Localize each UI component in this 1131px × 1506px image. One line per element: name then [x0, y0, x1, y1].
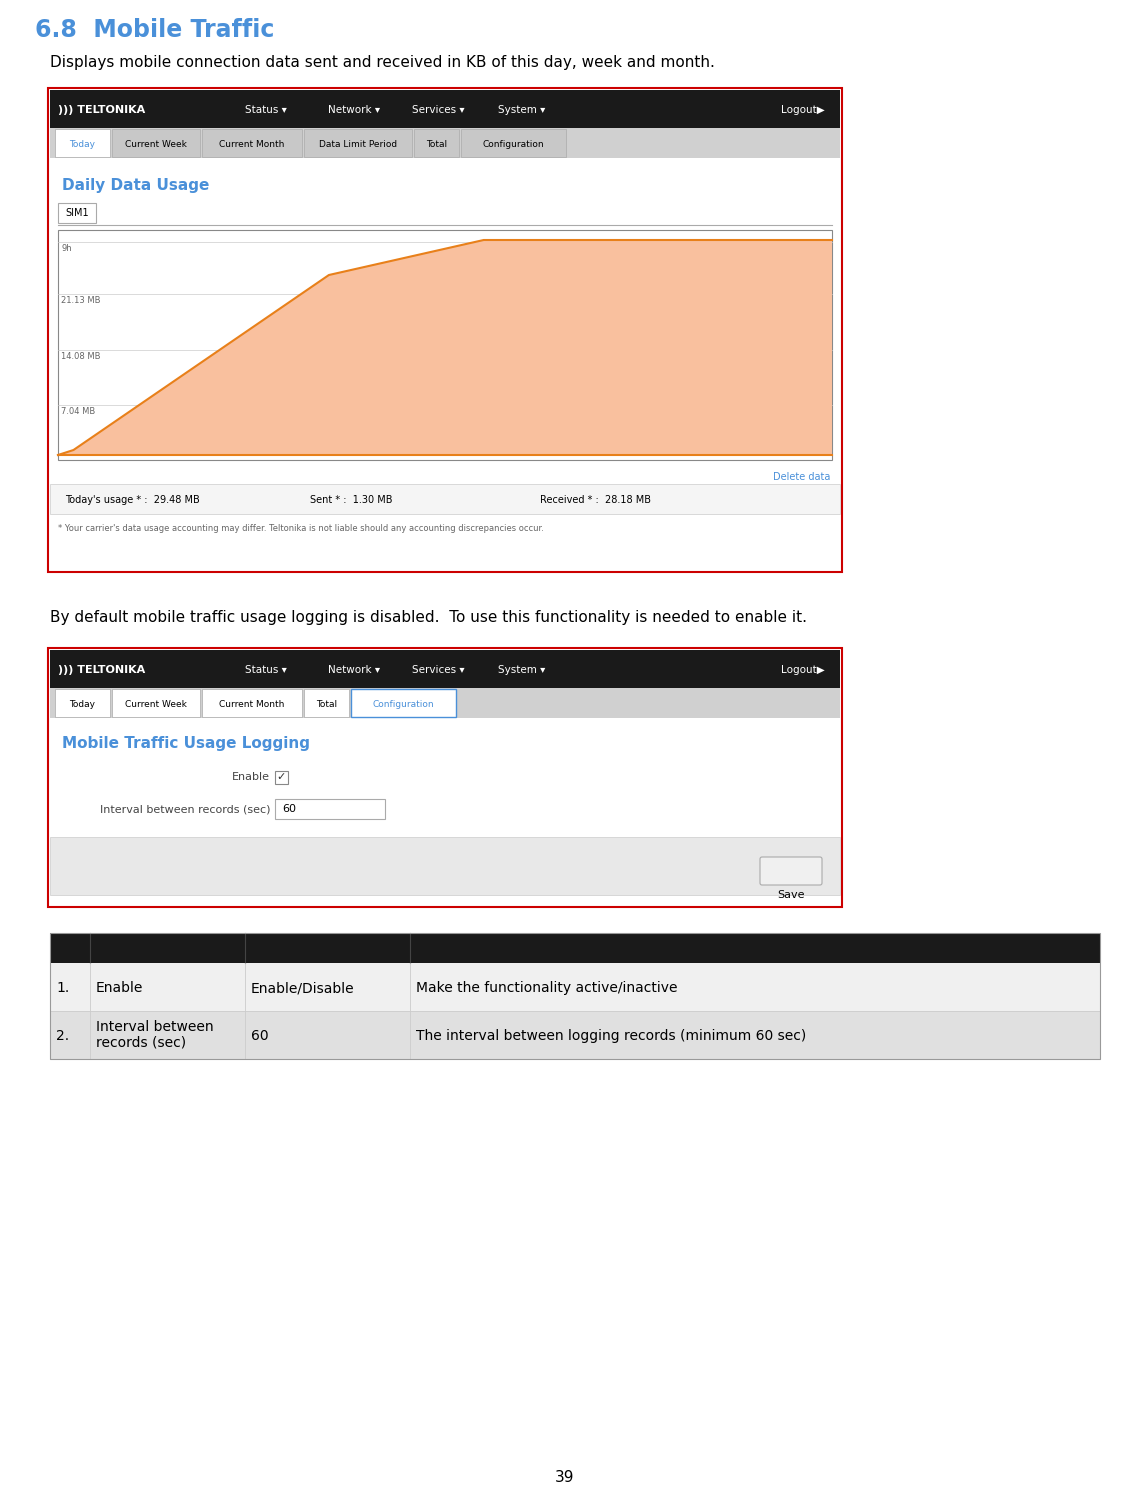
Bar [112, 130, 200, 157]
Polygon shape [58, 239, 832, 455]
Text: Status ▾: Status ▾ [245, 105, 287, 114]
Text: Delete data: Delete data [772, 471, 830, 482]
Text: System ▾: System ▾ [498, 105, 545, 114]
Text: Received * :  28.18 MB: Received * : 28.18 MB [539, 495, 651, 505]
Text: 60: 60 [251, 1029, 269, 1044]
Bar [50, 483, 840, 514]
Text: Interval between records (sec): Interval between records (sec) [100, 804, 270, 815]
Bar [55, 690, 110, 717]
Text: Configuration: Configuration [373, 699, 434, 708]
Bar [275, 800, 385, 819]
Bar [112, 690, 200, 717]
Text: Current Week: Current Week [126, 699, 187, 708]
Bar [50, 651, 840, 688]
Text: Displays mobile connection data sent and received in KB of this day, week and mo: Displays mobile connection data sent and… [50, 56, 715, 69]
Text: Save: Save [777, 890, 805, 901]
Text: records (sec): records (sec) [96, 1036, 187, 1050]
Text: Total: Total [316, 699, 337, 708]
Text: Enable: Enable [96, 980, 144, 995]
Text: Logout▶: Logout▶ [782, 105, 824, 114]
Text: ))) TELTONIKA: ))) TELTONIKA [58, 666, 145, 675]
Text: SIM1: SIM1 [66, 208, 89, 218]
Bar [275, 771, 288, 785]
Bar [50, 90, 840, 128]
Text: 2.: 2. [57, 1029, 69, 1044]
Bar [351, 690, 456, 717]
Text: Data Limit Period: Data Limit Period [319, 140, 397, 149]
Bar [50, 962, 1100, 1011]
Text: Today: Today [69, 699, 95, 708]
Text: 7.04 MB: 7.04 MB [61, 407, 95, 416]
Text: Configuration: Configuration [483, 140, 544, 149]
Text: Make the functionality active/inactive: Make the functionality active/inactive [416, 980, 677, 995]
Bar [48, 648, 841, 907]
Text: Sent * :  1.30 MB: Sent * : 1.30 MB [310, 495, 392, 505]
Text: System ▾: System ▾ [498, 666, 545, 675]
Text: 39: 39 [555, 1470, 575, 1485]
Text: Status ▾: Status ▾ [245, 666, 287, 675]
Bar [50, 128, 840, 158]
FancyBboxPatch shape [760, 857, 822, 886]
Text: The interval between logging records (minimum 60 sec): The interval between logging records (mi… [416, 1029, 806, 1044]
Text: 21.13 MB: 21.13 MB [61, 297, 101, 306]
Text: Mobile Traffic Usage Logging: Mobile Traffic Usage Logging [62, 736, 310, 751]
Bar [202, 690, 302, 717]
Text: Enable: Enable [232, 773, 270, 782]
Bar [50, 934, 1100, 1059]
Text: Services ▾: Services ▾ [412, 666, 465, 675]
Text: Current Month: Current Month [219, 699, 285, 708]
Bar [50, 688, 840, 718]
Text: Current Week: Current Week [126, 140, 187, 149]
Text: Current Month: Current Month [219, 140, 285, 149]
Bar [202, 130, 302, 157]
Text: Logout▶: Logout▶ [782, 666, 824, 675]
Bar [304, 690, 349, 717]
Text: 14.08 MB: 14.08 MB [61, 351, 101, 360]
Text: Total: Total [426, 140, 447, 149]
Bar [304, 130, 412, 157]
Text: Network ▾: Network ▾ [328, 666, 380, 675]
Text: Today: Today [69, 140, 95, 149]
Text: 1.: 1. [57, 980, 69, 995]
Bar [461, 130, 566, 157]
Text: * Your carrier's data usage accounting may differ. Teltonika is not liable shoul: * Your carrier's data usage accounting m… [58, 524, 544, 533]
Text: ))) TELTONIKA: ))) TELTONIKA [58, 105, 145, 114]
Bar [414, 130, 459, 157]
Bar [55, 130, 110, 157]
Text: Enable/Disable: Enable/Disable [251, 980, 355, 995]
Bar [58, 230, 832, 459]
Text: Daily Data Usage: Daily Data Usage [62, 178, 209, 193]
Text: 6.8  Mobile Traffic: 6.8 Mobile Traffic [35, 18, 275, 42]
Text: ✓: ✓ [277, 773, 286, 782]
Bar [50, 1011, 1100, 1059]
Bar [48, 87, 841, 572]
Text: Services ▾: Services ▾ [412, 105, 465, 114]
Text: Network ▾: Network ▾ [328, 105, 380, 114]
Text: Interval between: Interval between [96, 1020, 214, 1035]
Text: By default mobile traffic usage logging is disabled.  To use this functionality : By default mobile traffic usage logging … [50, 610, 808, 625]
Text: 9h: 9h [61, 244, 71, 253]
Bar [50, 934, 1100, 962]
Bar [50, 837, 840, 895]
Text: 60: 60 [282, 804, 296, 815]
Bar [58, 203, 96, 223]
Text: Today's usage * :  29.48 MB: Today's usage * : 29.48 MB [64, 495, 200, 505]
